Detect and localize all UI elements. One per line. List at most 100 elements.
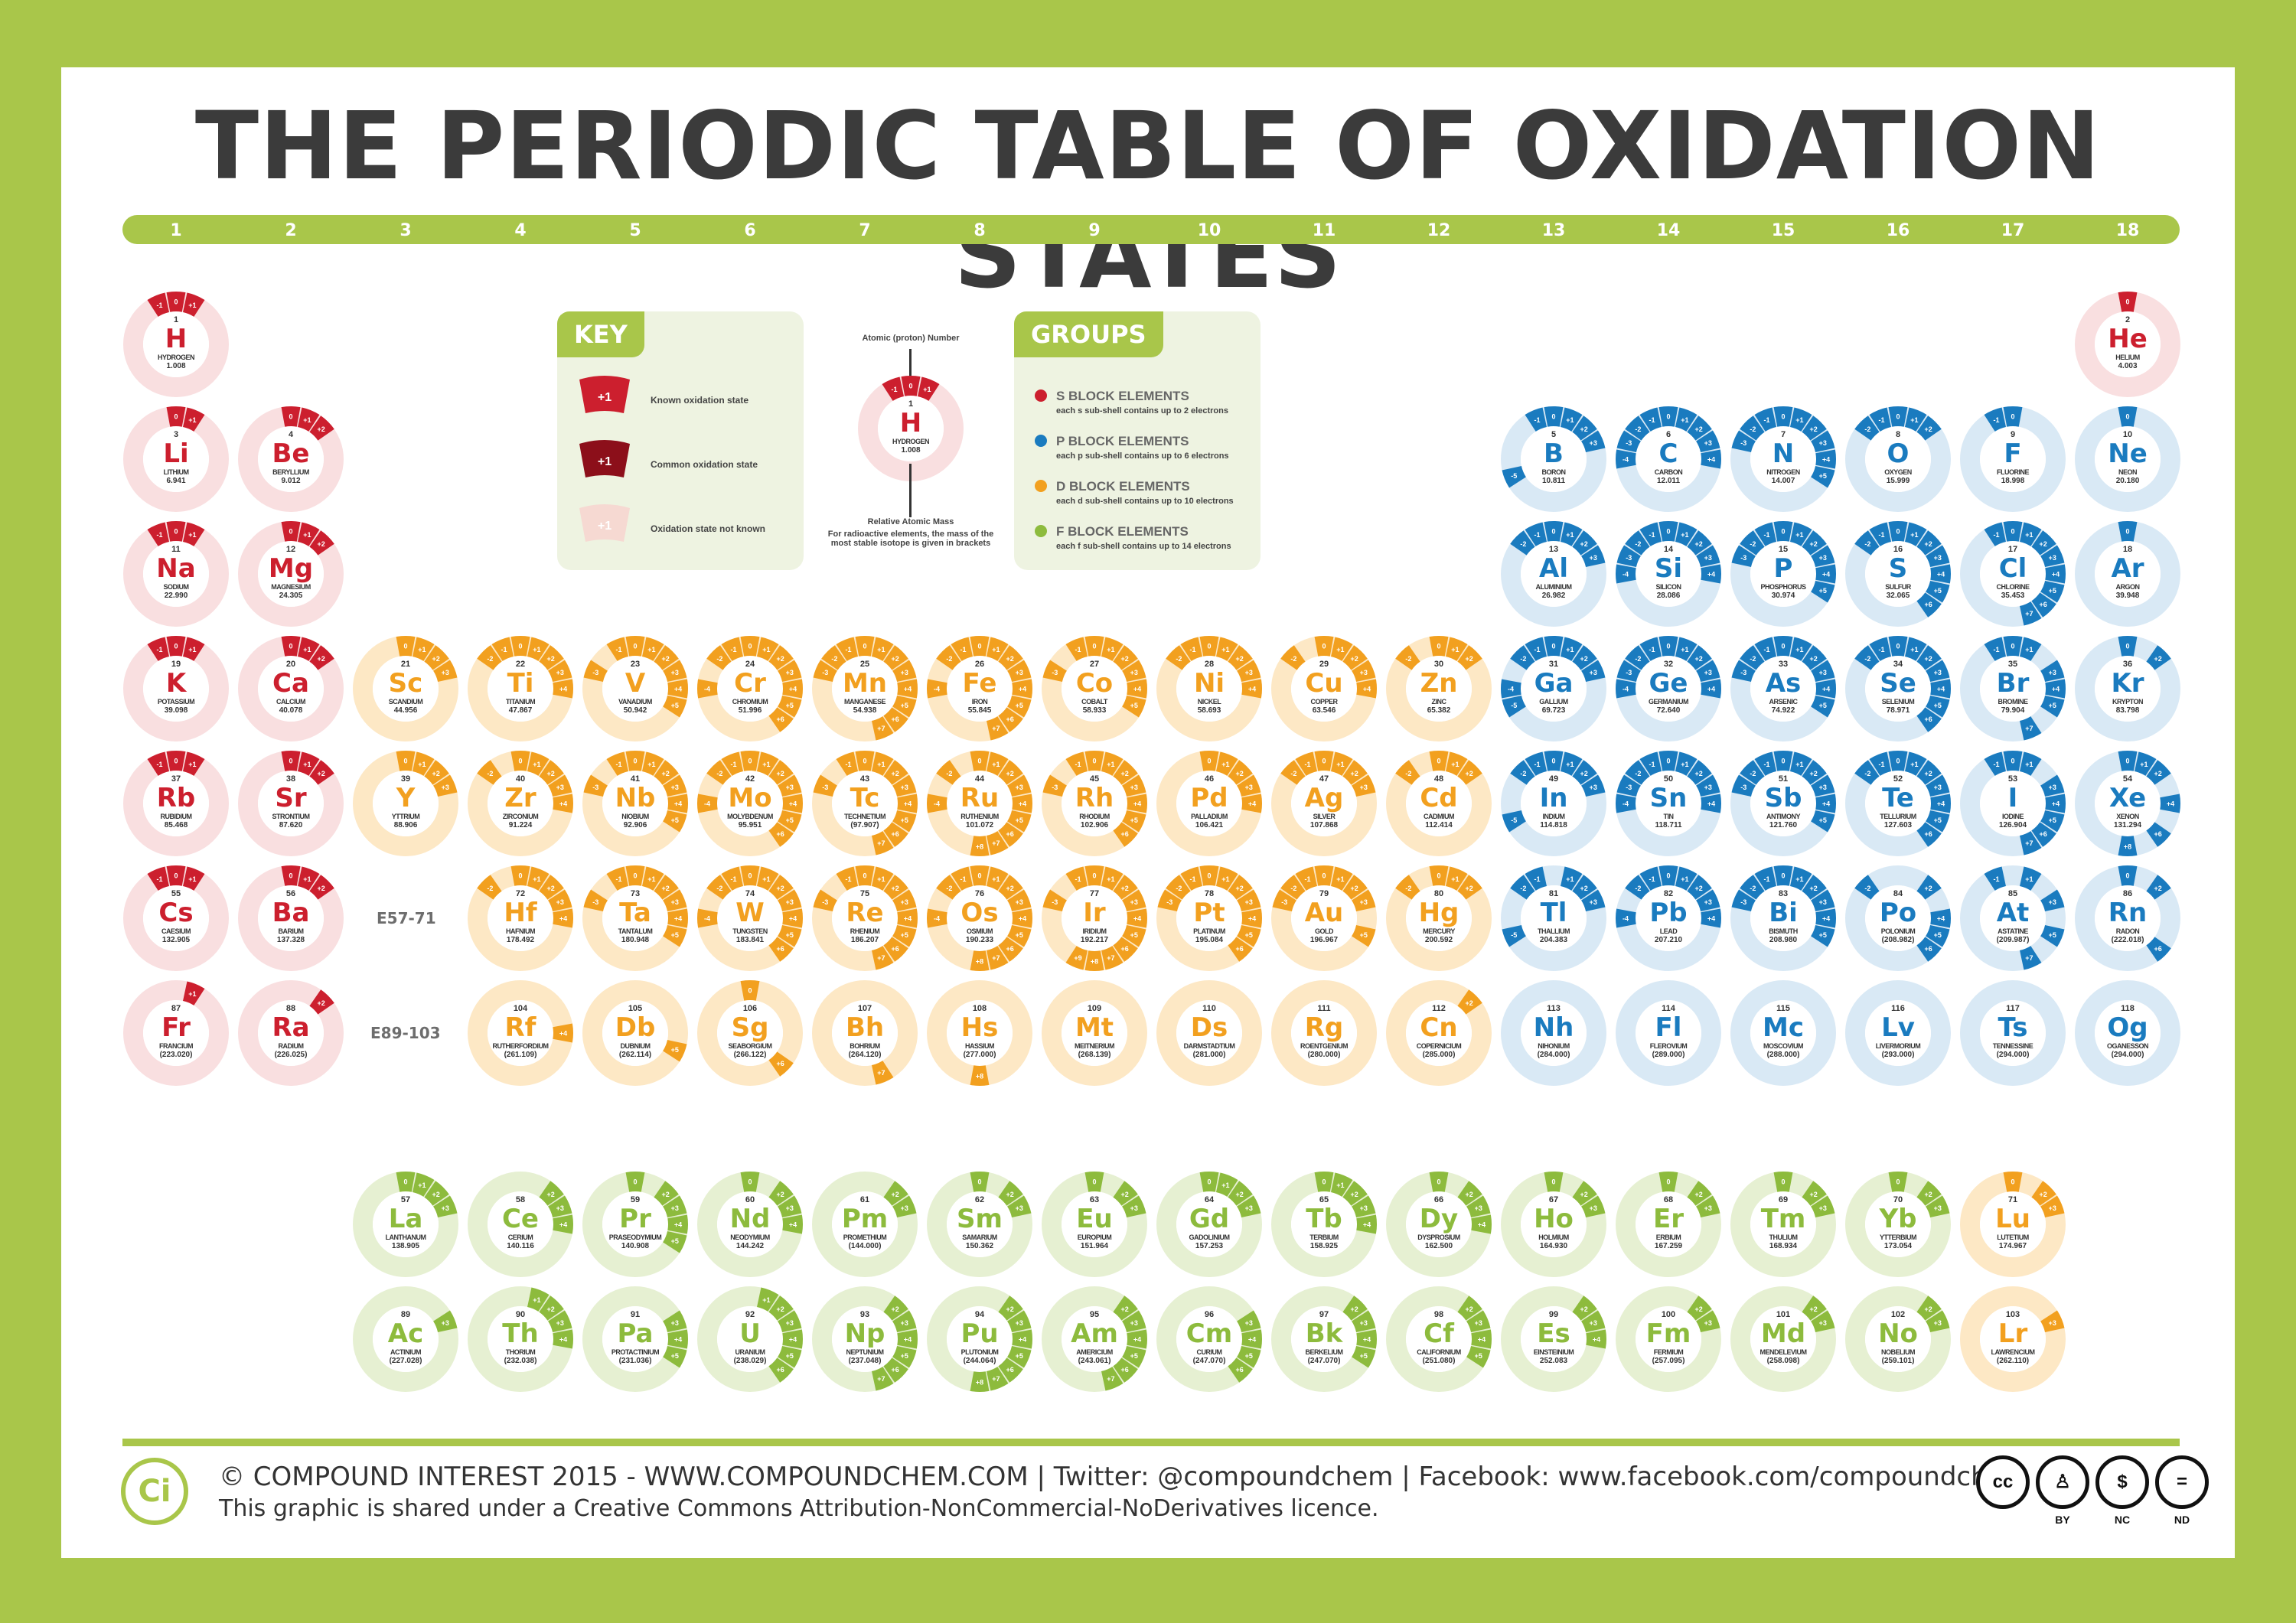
element-name: HOLMIUM xyxy=(1538,1234,1569,1241)
atomic-mass: 112.414 xyxy=(1425,821,1453,829)
element-name: CALIFORNIUM xyxy=(1417,1348,1461,1356)
element-symbol: I xyxy=(2007,783,2018,813)
oxidation-state-segment xyxy=(298,866,320,891)
element-cell: 0 +2 +3 +4 +5 59 Pr PRASEODYMIUM 140.908 xyxy=(582,1171,689,1278)
oxidation-state-segment xyxy=(183,981,205,1005)
oxidation-state-segment xyxy=(1572,416,1597,441)
oxidation-state-label: +3 xyxy=(2049,1204,2056,1212)
oxidation-state-segment xyxy=(1802,416,1827,441)
oxidation-state-segment xyxy=(892,1195,917,1217)
oxidation-state-label: +3 xyxy=(1016,1204,1023,1212)
oxidation-state-label: 0 xyxy=(289,413,292,421)
oxidation-state-label: +2 xyxy=(1809,540,1817,548)
oxidation-state-segment xyxy=(855,751,875,771)
oxidation-state-label: -2 xyxy=(1290,885,1296,892)
element-symbol: Pt xyxy=(1193,898,1225,928)
oxidation-ring: -3-2-1 0 +1+2+3+4+5 xyxy=(1730,865,1836,971)
oxidation-state-label: -5 xyxy=(1511,472,1517,480)
oxidation-state-segment xyxy=(1314,1172,1334,1192)
oxidation-state-label: 0 xyxy=(748,872,752,880)
oxidation-state-label: 0 xyxy=(863,872,866,880)
element-symbol: Pm xyxy=(841,1204,889,1234)
oxidation-state-segment xyxy=(883,1357,908,1383)
atomic-number: 115 xyxy=(1776,1004,1790,1013)
oxidation-state-segment xyxy=(1815,679,1836,699)
oxidation-state-label: +3 xyxy=(1475,1204,1482,1212)
atomic-mass: (251.080) xyxy=(1422,1357,1456,1365)
atomic-number: 83 xyxy=(1778,889,1789,898)
atomic-mass: 151.964 xyxy=(1080,1242,1109,1250)
oxidation-state-label: +2 xyxy=(317,655,325,663)
oxidation-state-label: +1 xyxy=(647,875,655,883)
oxidation-state-segment xyxy=(1773,406,1793,427)
atomic-number: 92 xyxy=(745,1310,755,1319)
atomic-mass: 35.453 xyxy=(2001,592,2025,600)
oxidation-state-label: 0 xyxy=(863,643,866,650)
oxidation-state-label: +1 xyxy=(877,646,885,653)
element-cell: 115 Mc MOSCOVIUM (288.000) xyxy=(1730,979,1837,1087)
oxidation-ring: 0+2+3 xyxy=(927,1172,1032,1277)
oxidation-state-label: +1 xyxy=(1107,761,1114,768)
element-symbol: Mo xyxy=(728,783,772,813)
oxidation-state-label: +1 xyxy=(1566,875,1574,883)
oxidation-state-segment xyxy=(1042,774,1067,797)
oxidation-state-segment xyxy=(2146,822,2171,847)
group-number: 3 xyxy=(400,221,412,240)
element-symbol: Nd xyxy=(729,1204,771,1234)
oxidation-state-label: 0 xyxy=(174,413,178,421)
oxidation-state-segment xyxy=(1639,866,1662,891)
atomic-number: 44 xyxy=(974,774,985,784)
nc-icon: $ xyxy=(2095,1455,2149,1509)
atomic-number: 22 xyxy=(515,660,526,669)
oxidation-state-segment xyxy=(1237,774,1261,797)
oxidation-state-segment xyxy=(2040,810,2065,833)
oxidation-state-segment xyxy=(1773,751,1793,771)
oxidation-state-label: -2 xyxy=(831,655,837,663)
oxidation-state-label: +2 xyxy=(1924,1305,1932,1313)
oxidation-state-segment xyxy=(539,645,564,670)
element-name: LUTETIUM xyxy=(1997,1234,2029,1241)
oxidation-state-segment xyxy=(539,1181,564,1206)
oxidation-state-label: +3 xyxy=(1245,1319,1253,1327)
oxidation-state-segment xyxy=(1869,522,1891,546)
oxidation-state-segment xyxy=(1926,545,1950,567)
oxidation-state-label: -2 xyxy=(1864,655,1870,663)
oxidation-state-segment xyxy=(1122,774,1146,797)
element-name: NITROGEN xyxy=(1766,468,1800,476)
element-cell: +2 +3 100 Fm FERMIUM (257.095) xyxy=(1615,1286,1722,1393)
oxidation-state-segment xyxy=(951,866,973,891)
oxidation-state-segment xyxy=(1581,430,1606,452)
atomic-number: 68 xyxy=(1663,1195,1674,1204)
oxidation-state-label: +3 xyxy=(1016,669,1023,676)
element-cell: -4 -2 -1 0 +1 +2 +3 +4 +5 +6 +7 26 Fe IRON 55.845 xyxy=(926,635,1033,742)
oxidation-state-label: +4 xyxy=(1133,915,1141,923)
oxidation-state-label: 0 xyxy=(289,528,292,536)
atomic-mass: 9.012 xyxy=(281,477,301,485)
element-symbol: Rn xyxy=(2108,898,2148,928)
element-cell: -4 -2 0 +1 +2 +3 +4 +5 +6 +7 +8 44 Ru RUTHENIUM 101.07… xyxy=(926,750,1033,857)
ring-center xyxy=(1980,1306,2046,1372)
element-symbol: Be xyxy=(272,438,310,469)
element-name: RHENIUM xyxy=(850,927,880,935)
oxidation-state-segment xyxy=(2003,1172,2023,1192)
oxidation-state-segment xyxy=(706,760,732,785)
oxidation-state-segment xyxy=(1687,1295,1712,1321)
oxidation-state-label: +5 xyxy=(2049,816,2056,824)
oxidation-state-segment xyxy=(1930,564,1951,584)
oxidation-state-segment xyxy=(183,407,205,432)
oxidation-state-label: -3 xyxy=(1281,898,1287,906)
element-cell: -1 0 +1 55 Cs CAESIUM 132.905 xyxy=(122,865,230,972)
oxidation-state-label: -1 xyxy=(1764,875,1770,883)
oxidation-state-label: +5 xyxy=(671,931,679,939)
atomic-number: 86 xyxy=(2122,889,2133,898)
oxidation-state-label: +2 xyxy=(891,1305,899,1313)
oxidation-state-label: -1 xyxy=(1764,761,1770,768)
oxidation-state-label: 0 xyxy=(1666,758,1670,765)
oxidation-state-segment xyxy=(1658,1172,1678,1192)
atomic-mass: 207.210 xyxy=(1654,936,1683,944)
oxidation-state-segment xyxy=(757,751,779,776)
oxidation-state-segment xyxy=(998,645,1023,670)
element-cell: -3 -2 -1 0 +1 +2 +3 +4 +5 51 Sb ANTIMONY 121.760 xyxy=(1730,750,1837,857)
ring-center xyxy=(373,656,439,722)
atomic-number: 70 xyxy=(1893,1195,1903,1204)
